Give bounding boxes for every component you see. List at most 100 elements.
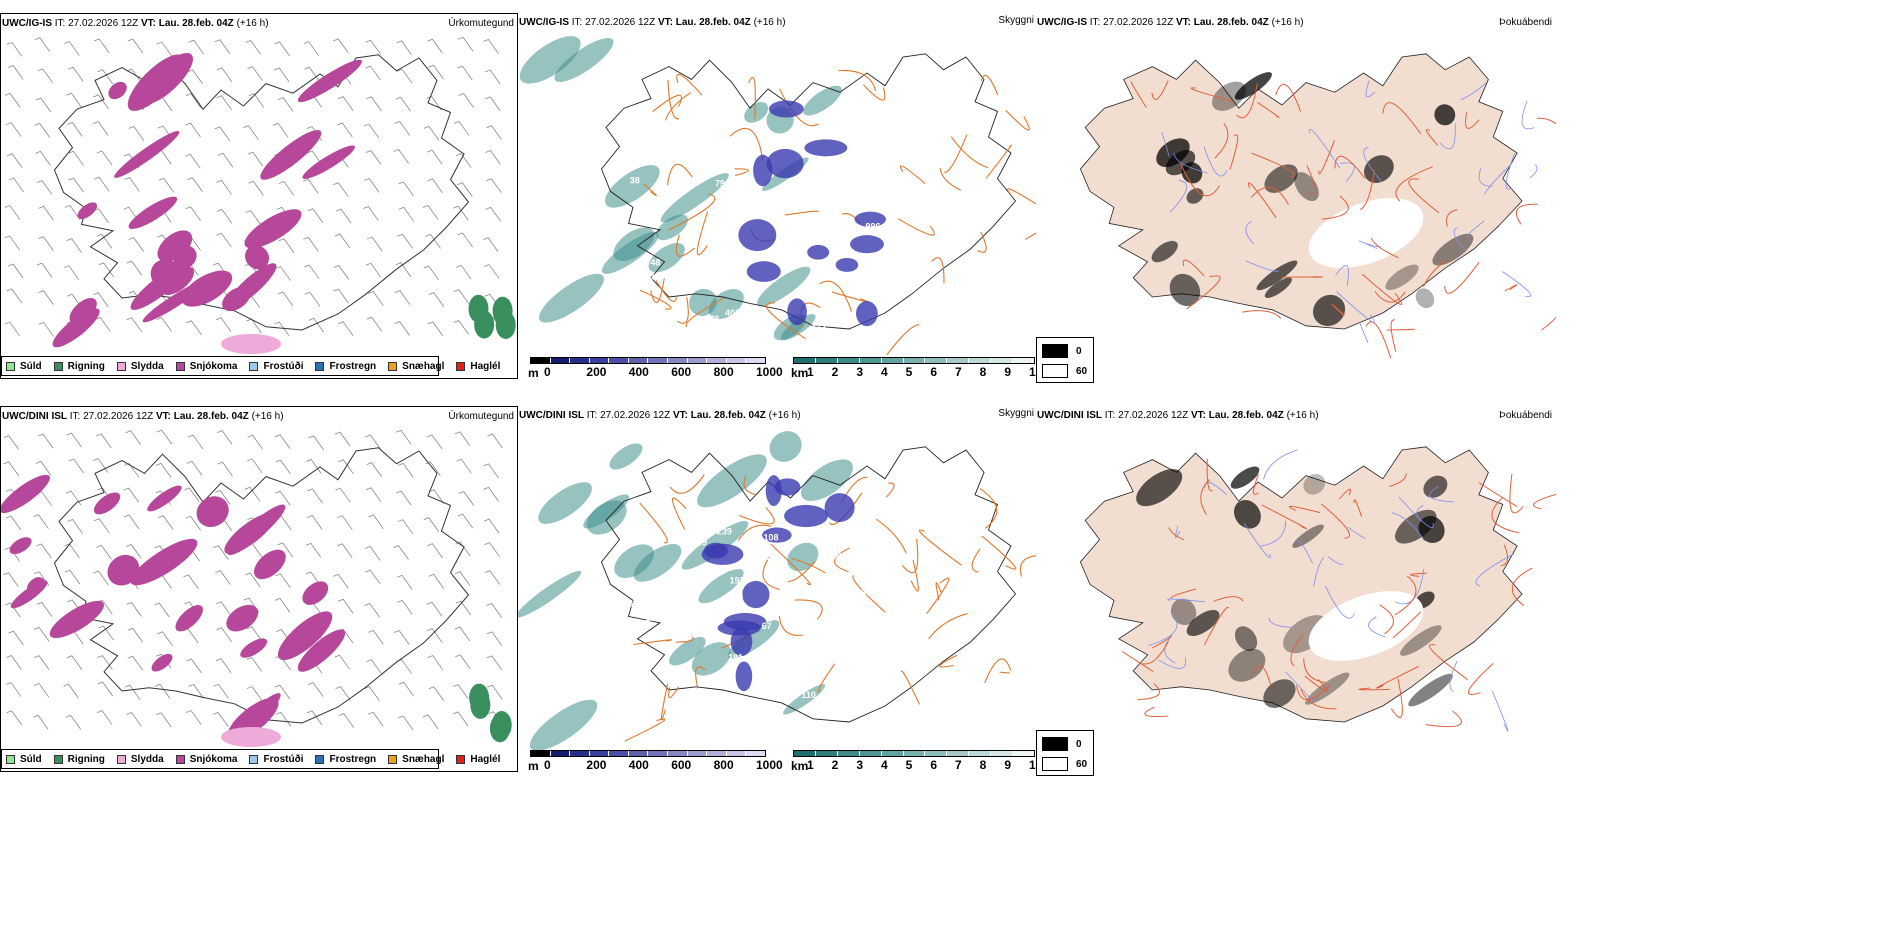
wind-barb	[397, 599, 413, 615]
wind-barbs	[4, 36, 504, 337]
wind-barb	[426, 149, 443, 165]
road	[791, 557, 826, 574]
wind-barb	[303, 178, 319, 194]
fog-patch	[1169, 273, 1201, 307]
road	[984, 658, 1012, 684]
wind-barb	[307, 682, 324, 697]
snow-patch	[245, 245, 270, 270]
wind-barb	[4, 321, 21, 337]
fog-legend-value: 60	[1076, 365, 1088, 377]
cloud-base-label: 240	[874, 646, 889, 656]
road	[1516, 203, 1538, 225]
cloud-base-label: 123	[648, 533, 663, 543]
wind-barb	[307, 515, 323, 530]
cloud-base-label: 42	[845, 283, 855, 293]
wind-barb	[244, 486, 261, 502]
wind-barb	[93, 208, 109, 224]
fog-patch	[1423, 475, 1448, 498]
fog-patch	[1151, 240, 1178, 263]
fog-legend-swatch	[1042, 364, 1068, 378]
wind-barb	[453, 120, 470, 136]
colorbar-unit: km	[791, 366, 809, 380]
wind-barb	[127, 655, 144, 671]
colorbar-cell	[550, 751, 571, 756]
wind-barb	[156, 429, 173, 445]
river	[1398, 496, 1434, 529]
cloud-panel-dini: 109 192 203 609 347 297 109 793 328 110 240 67 338 23…	[518, 406, 1036, 772]
cloud-base-label: 109	[766, 557, 781, 567]
iceland-land	[1079, 53, 1523, 330]
cloud-base-label: 60	[619, 145, 629, 155]
wind-barb	[36, 601, 53, 617]
cloud-base-label: 16	[736, 738, 746, 748]
wind-barb	[63, 683, 79, 699]
wind-barb	[4, 235, 20, 251]
legend-item: Snæhagl	[388, 754, 444, 765]
river	[1158, 657, 1187, 669]
fog-legend-value: 0	[1076, 738, 1082, 750]
wind-barb	[338, 321, 354, 337]
snow-patch	[297, 629, 346, 672]
wind-barb	[128, 125, 145, 141]
panel-title-cloud: Skyggni	[998, 15, 1034, 26]
glacier	[1308, 198, 1424, 268]
cloud-base-patch	[804, 139, 848, 157]
cloud-base-label: 576	[811, 216, 826, 226]
wind-barb	[366, 96, 382, 112]
cloud-base-patch	[850, 235, 884, 254]
wind-barb	[126, 712, 142, 727]
river	[1148, 612, 1178, 646]
colorbar-cell	[903, 358, 926, 363]
wind-barb	[453, 205, 469, 221]
colorbar-cell	[815, 751, 838, 756]
cloud-base-patch	[824, 493, 855, 522]
road	[666, 164, 693, 186]
wind-barb	[154, 602, 170, 618]
colorbar-cell	[969, 751, 992, 756]
river	[1335, 265, 1349, 286]
river-network	[1161, 80, 1538, 343]
wind-barb	[455, 153, 472, 168]
wind-barb	[485, 206, 502, 222]
visibility-patch	[669, 636, 706, 666]
wind-barb	[484, 264, 500, 279]
colorbar-cell	[687, 358, 708, 363]
river	[1167, 598, 1206, 603]
river	[1453, 227, 1465, 250]
road	[675, 234, 695, 257]
wind-barb	[275, 459, 291, 475]
road	[1360, 169, 1375, 210]
road	[1200, 479, 1210, 516]
wind-barb	[126, 260, 143, 276]
legend-label: Haglél	[470, 753, 501, 765]
legend-label: Súld	[20, 360, 42, 372]
wind-barb	[128, 237, 145, 252]
cloud-map-igis: 842 432 208 329 402 363 209 46 633 996 374 393 84 136…	[519, 36, 1036, 355]
river	[1502, 271, 1531, 298]
wind-barb	[186, 320, 202, 336]
road	[939, 654, 958, 668]
colorbar-cell	[837, 751, 860, 756]
cloud-base-patch	[768, 100, 804, 118]
wind-barb	[158, 515, 174, 530]
road	[639, 502, 668, 544]
wind-barb	[426, 434, 443, 450]
wind-barb	[37, 68, 54, 84]
wind-barb	[247, 66, 263, 81]
wind-barb	[63, 265, 80, 280]
road	[1334, 155, 1366, 179]
colorbar-ticks: 12345678910	[805, 364, 1042, 379]
wind-barb	[426, 95, 442, 111]
wind-barb	[64, 41, 80, 56]
fog-index-areas	[1136, 466, 1453, 708]
river	[1363, 147, 1383, 183]
colorbar-cell	[726, 751, 747, 756]
road	[669, 474, 705, 494]
wind-barb	[8, 177, 24, 193]
wind-barb	[124, 684, 141, 700]
wind-barb	[338, 459, 354, 475]
wind-barb	[187, 69, 203, 85]
road	[1504, 284, 1518, 292]
wind-barb	[4, 547, 21, 562]
colorbar-cell	[837, 358, 860, 363]
